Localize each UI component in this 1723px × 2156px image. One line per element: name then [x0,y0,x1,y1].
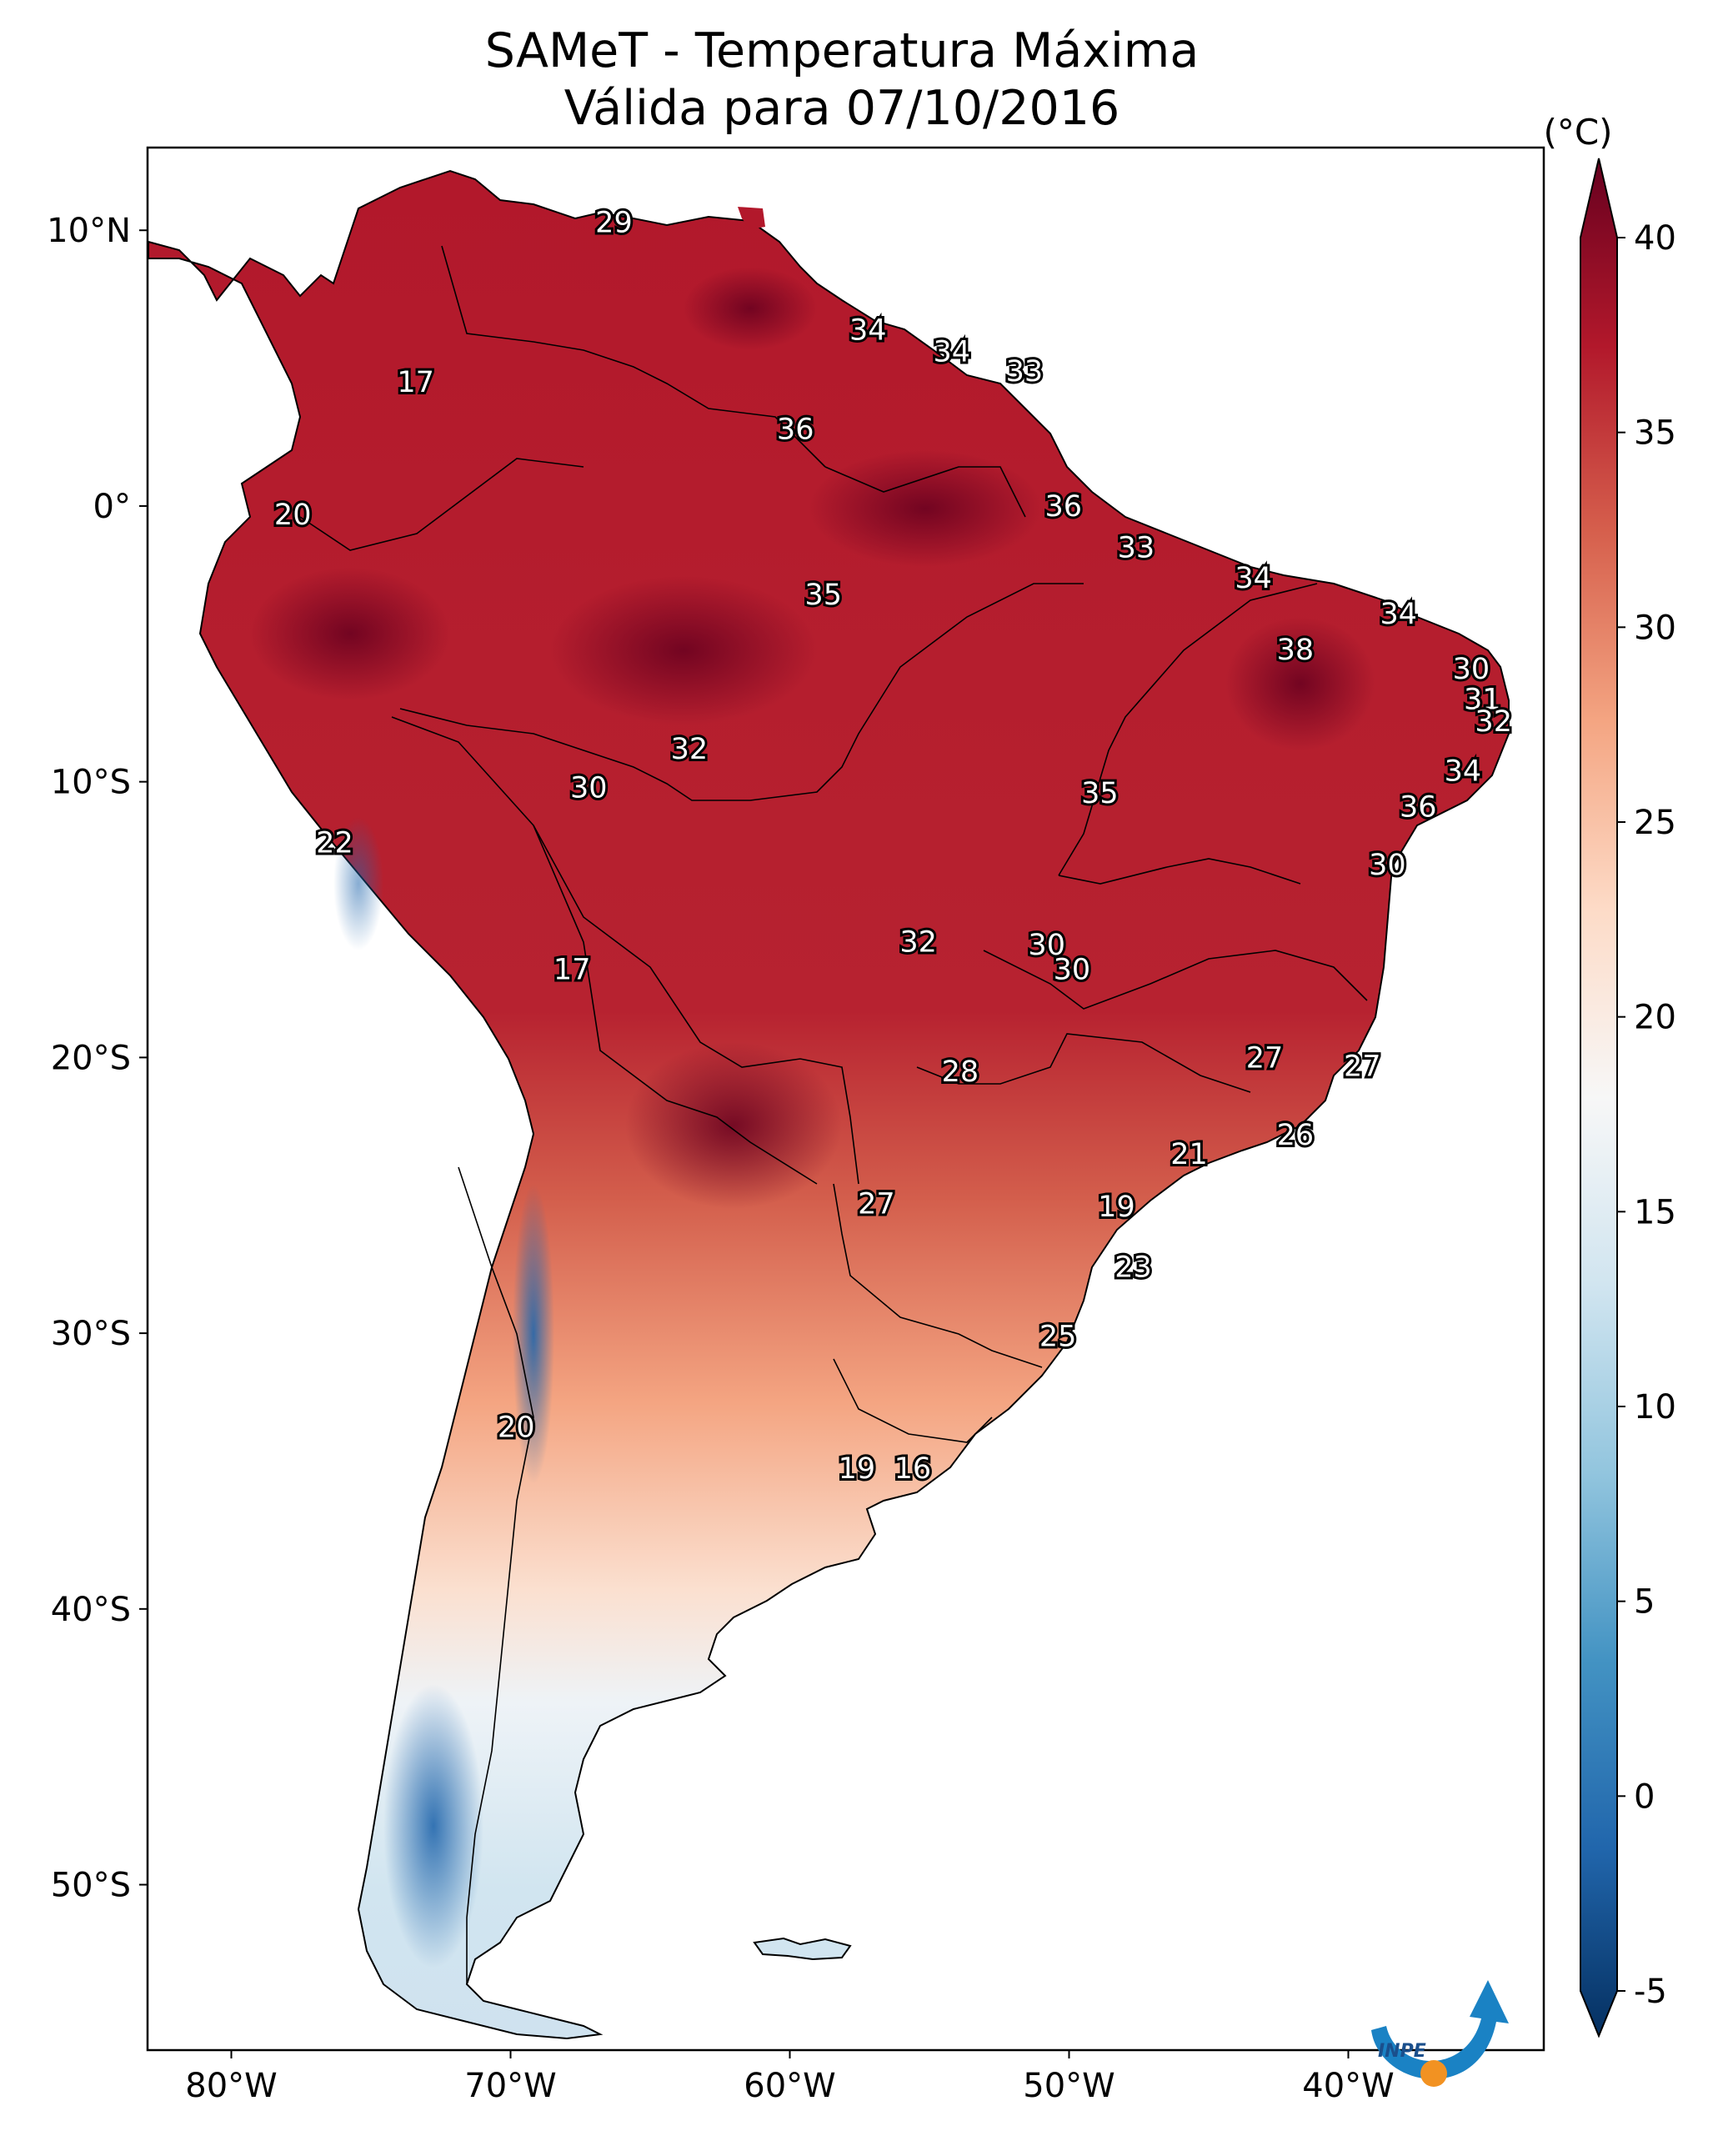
inpe-logo: INPE [1371,1980,1509,2087]
temperature-label: 17 [397,366,434,399]
hot-spot-northeast [1225,617,1375,750]
temperature-label: 34 [1445,755,1482,788]
temperature-label: 34 [849,313,887,347]
colorbar-unit-label: (°C) [1543,112,1612,153]
temperature-label: 34 [1235,562,1272,595]
temperature-label: 17 [553,954,591,987]
colorbar-tick-label: -5 [1634,1973,1667,2011]
map-panel [148,148,1544,2050]
hot-spot-para [809,450,1042,567]
temperature-label: 30 [1453,653,1490,686]
lat-tick-label: 10°N [47,212,131,250]
colorbar-tick-label: 40 [1634,219,1676,258]
temperature-label: 21 [1170,1138,1208,1171]
lat-tick-label: 30°S [51,1315,131,1353]
temperature-label: 26 [1277,1119,1315,1152]
temperature-label: 19 [839,1452,876,1486]
lat-tick-label: 10°S [51,764,131,802]
temperature-label: 22 [316,826,353,860]
logo-text: INPE [1378,2041,1426,2062]
temperature-label: 20 [274,499,312,532]
temperature-label: 30 [1369,849,1406,882]
colorbar: (°C) 40 35 30 25 20 15 10 5 0 -5 [1543,112,1676,2038]
temperature-label: 16 [894,1452,932,1486]
temperature-label: 30 [1054,954,1091,987]
lat-tick-label: 40°S [51,1591,131,1629]
temperature-label: 38 [1277,634,1315,667]
temperature-label: 32 [1475,705,1512,739]
lat-tick-label: 20°S [51,1039,131,1077]
temperature-label: 27 [1344,1050,1381,1083]
cool-andes-central [513,1184,554,1484]
caribbean-coast [738,207,765,229]
colorbar-tick-label: 5 [1634,1583,1655,1622]
colorbar-tick-label: 25 [1634,804,1676,842]
hot-spot-guiana [684,267,817,350]
temperature-label: 34 [934,336,971,369]
hot-spot-amazon-west [250,567,450,700]
logo-dot-icon [1420,2060,1447,2087]
temperature-label: 32 [671,733,709,766]
lon-tick-label: 40°W [1302,2067,1394,2105]
colorbar-tick-label: 0 [1634,1777,1655,1816]
temperature-label: 36 [777,413,814,446]
map-frame [146,146,1545,2052]
temperature-label: 33 [1006,355,1044,389]
temperature-label: 28 [942,1055,979,1089]
colorbar-ticks: 40 35 30 25 20 15 10 5 0 -5 [1617,219,1676,2011]
temperature-label: 20 [498,1411,535,1445]
colorbar-tick-label: 20 [1634,999,1676,1037]
colorbar-tick-label: 15 [1634,1193,1676,1231]
temperature-label: 32 [899,925,937,959]
temperature-label: 30 [1028,929,1065,962]
temperature-label: 29 [595,206,633,239]
colorbar-tick-label: 35 [1634,414,1676,453]
lon-tick-label: 70°W [464,2067,556,2105]
logo-swoosh-icon [1371,1980,1509,2079]
colorbar-tick-label: 30 [1634,609,1676,647]
temperature-label: 23 [1114,1251,1152,1285]
temperature-label: 31 [1464,683,1501,716]
title-line-1: SAMeT - Temperatura Máxima [485,23,1200,78]
temperature-label: 27 [858,1188,895,1221]
latitude-axis: 10°N 0° 10°S 20°S 30°S 40°S 50°S [47,212,148,1905]
temperature-label: 25 [1039,1320,1077,1353]
country-borders [299,245,1368,1984]
colorbar-tick-label: 10 [1634,1388,1676,1426]
temperature-label: 19 [1098,1191,1135,1224]
cool-andes-peru [333,817,383,950]
temperature-label: 33 [1118,532,1155,565]
temperature-label: 35 [804,579,842,612]
hot-spot-amazon-central [550,575,817,725]
lon-tick-label: 60°W [744,2067,835,2105]
temperature-label: 30 [570,771,608,805]
temperature-label: 36 [1045,490,1083,524]
title-line-2: Válida para 07/10/2016 [564,81,1120,136]
hot-spot-chaco [625,1042,842,1209]
falkland-islands [753,1937,852,1961]
longitude-axis: 80°W 70°W 60°W 50°W 40°W [185,2050,1395,2105]
lon-tick-label: 50°W [1023,2067,1114,2105]
temperature-label: 27 [1246,1041,1284,1075]
colorbar-body [1580,158,1618,2038]
temperature-label: 34 [1380,598,1418,631]
cool-andes-south [383,1684,483,1968]
temperature-label: 35 [1081,777,1119,810]
temperature-label: 36 [1400,790,1437,824]
lat-tick-label: 0° [93,488,131,526]
lat-tick-label: 50°S [51,1867,131,1905]
lon-tick-label: 80°W [185,2067,277,2105]
